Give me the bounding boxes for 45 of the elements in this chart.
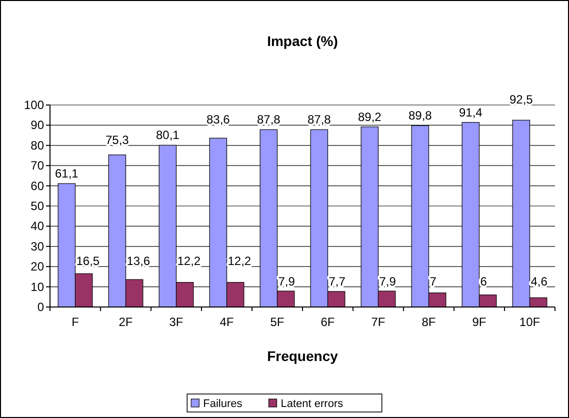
y-tick-label: 40 (30, 219, 44, 234)
data-label: 89,2 (358, 110, 382, 124)
y-tick-label: 60 (30, 178, 44, 193)
data-label: 7,9 (379, 274, 396, 288)
x-tick-label: 10F (519, 315, 540, 329)
data-label: 16,5 (76, 254, 100, 268)
data-label: 92,5 (509, 92, 534, 106)
x-tick-label: 2F (118, 315, 133, 329)
legend-label: Failures (203, 398, 243, 410)
x-tick-label: 9F (472, 315, 486, 329)
data-label: 80,1 (156, 128, 180, 142)
x-axis-title: Frequency (267, 348, 338, 364)
x-tick-label: F (72, 315, 79, 329)
data-label: 87,8 (307, 112, 332, 127)
y-tick-label: 100 (24, 98, 44, 112)
data-label: 61,1 (54, 166, 79, 181)
data-label: 7,7 (328, 274, 346, 288)
y-tick-label: 50 (30, 199, 44, 213)
y-tick-label: 10 (30, 280, 44, 294)
legend-label: Latent errors (280, 398, 344, 410)
x-tick-label: 5F (270, 315, 284, 329)
x-tick-label: 6F (320, 315, 335, 329)
x-tick-label: 4F (220, 315, 234, 329)
data-label: 4,6 (530, 274, 548, 288)
data-label: 83,6 (206, 112, 230, 127)
y-tick-label: 70 (30, 158, 44, 173)
x-tick-label: 8F (422, 315, 436, 329)
y-tick-label: 20 (30, 260, 44, 274)
data-label: 89,8 (408, 108, 432, 123)
chart-title: Impact (%) (267, 33, 338, 49)
data-label: 12,2 (177, 254, 201, 268)
y-tick-label: 80 (30, 138, 44, 152)
y-tick-label: 0 (37, 300, 44, 314)
data-label: 7 (430, 274, 437, 288)
data-label: 91,4 (458, 105, 483, 120)
y-tick-label: 30 (30, 239, 44, 254)
y-tick-label: 90 (30, 118, 44, 132)
data-label: 87,8 (256, 112, 281, 127)
data-label: 7,9 (278, 274, 296, 288)
x-tick-label: 3F (169, 315, 184, 329)
x-tick-label: 7F (371, 315, 386, 329)
data-label: 75,3 (105, 132, 130, 147)
data-label: 6 (480, 274, 488, 288)
data-label: 12,2 (228, 254, 252, 268)
data-label: 13,6 (126, 254, 150, 268)
